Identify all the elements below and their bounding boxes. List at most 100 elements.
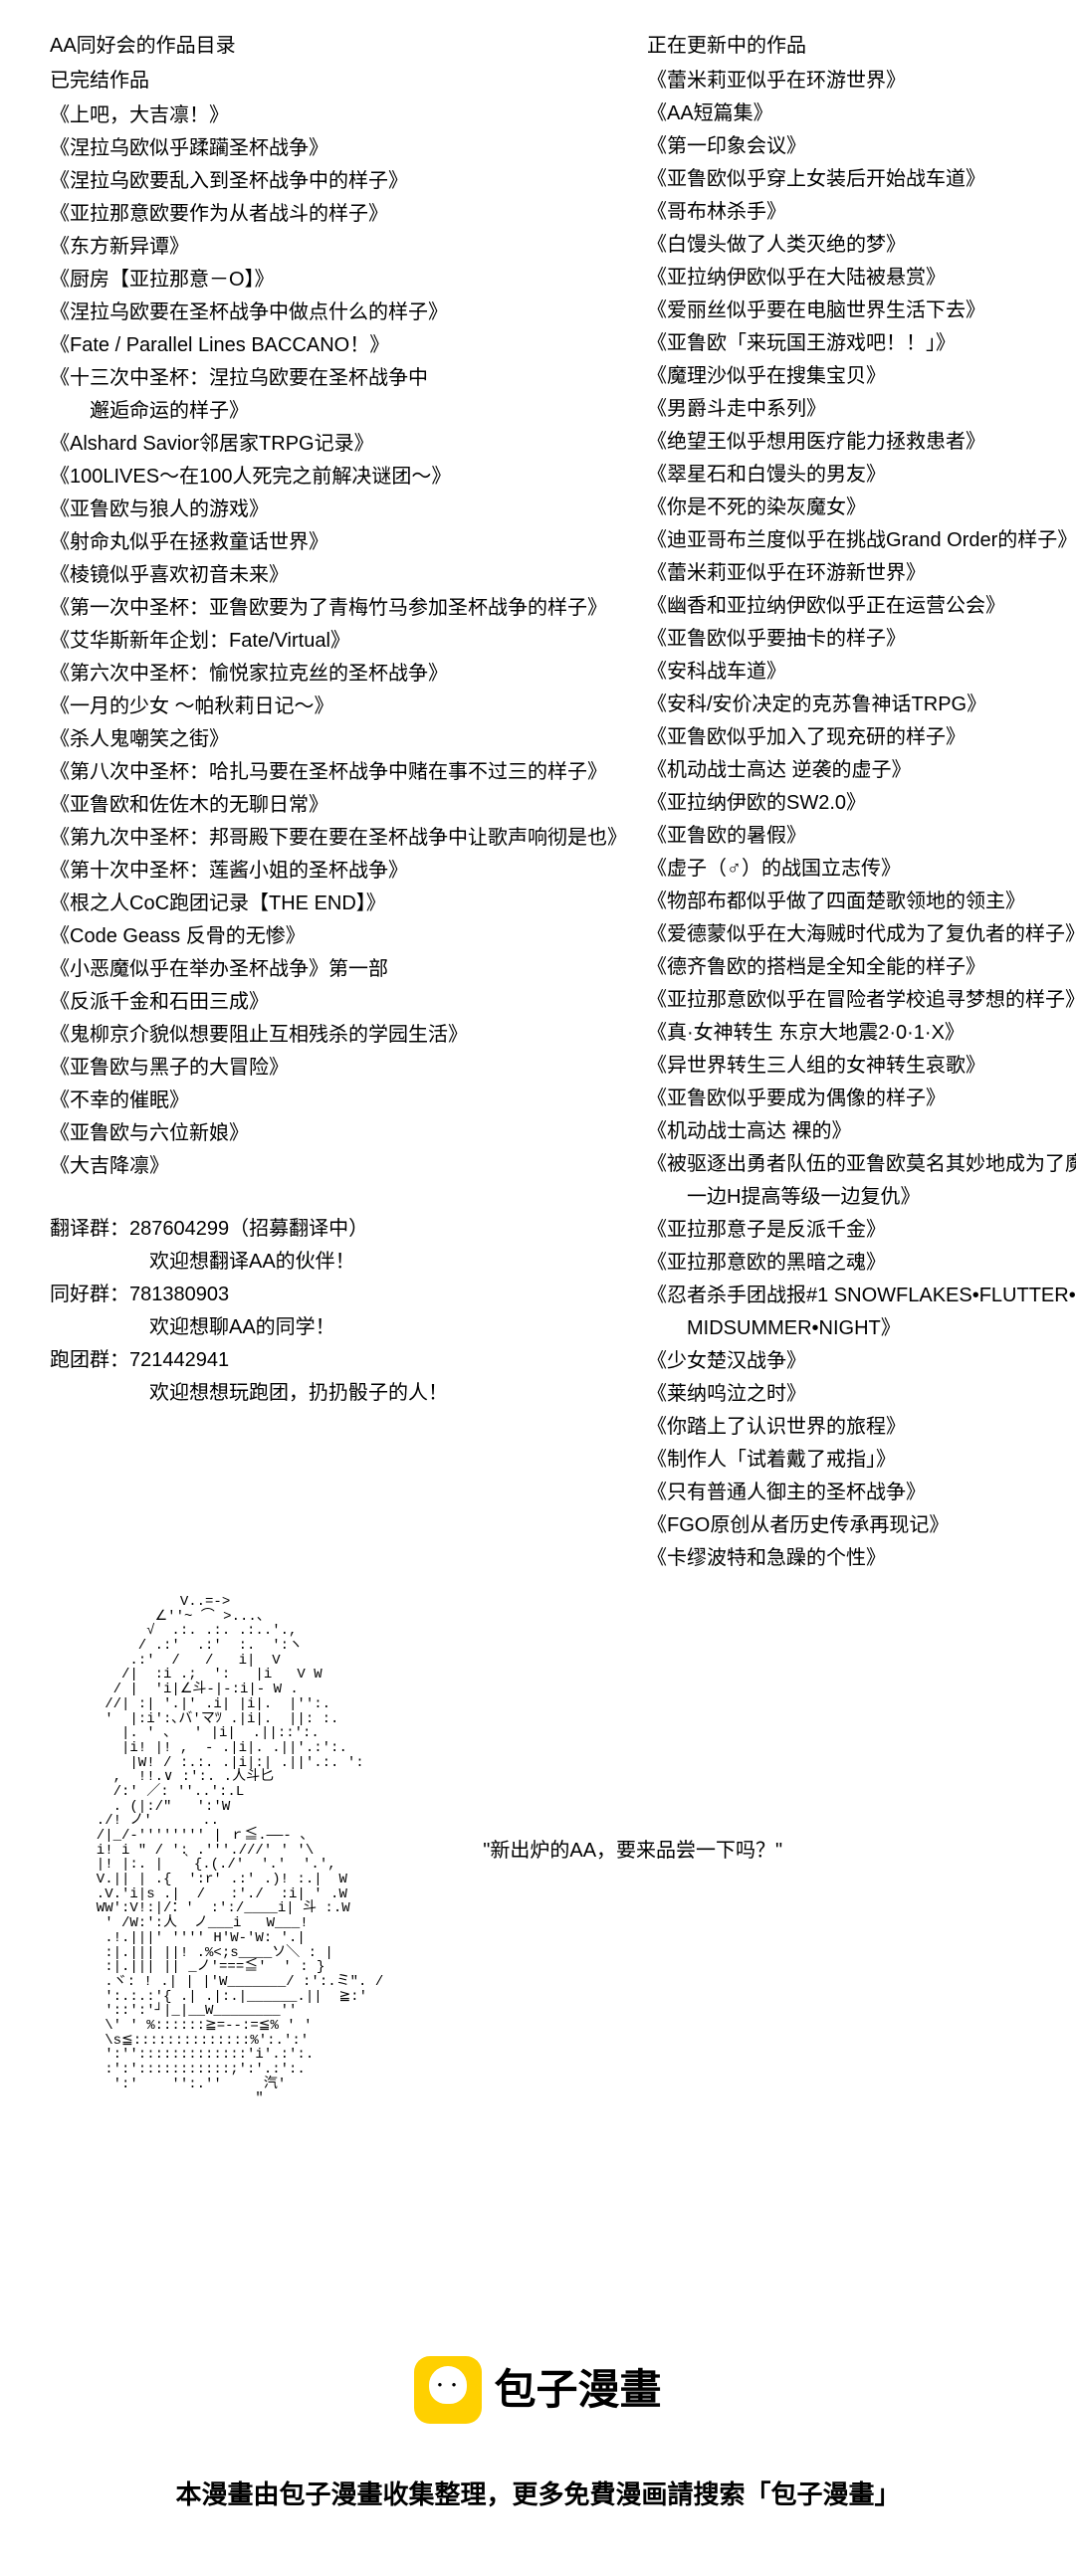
- translate-label: 翻译群：: [50, 1218, 129, 1240]
- work-item: 《亚拉纳伊欧似乎在大陆被悬赏》: [647, 262, 1076, 295]
- work-item: 《忍者杀手团战报#1 SNOWFLAKES•FLUTTER•IN•: [647, 1280, 1076, 1312]
- work-item: 《白馒头做了人类灭绝的梦》: [647, 229, 1076, 262]
- work-item: 《不幸的催眠》: [50, 1085, 627, 1117]
- work-item: 《被驱逐出勇者队伍的亚鲁欧莫名其妙地成为了魔族村村长，: [647, 1148, 1076, 1181]
- work-item: 《安科战车道》: [647, 656, 1076, 689]
- groups-section: 翻译群：287604299（招募翻译中） 欢迎想翻译AA的伙伴！ 同好群：781…: [50, 1213, 627, 1410]
- updating-title: 正在更新中的作品: [647, 30, 1076, 63]
- work-item: 《德齐鲁欧的搭档是全知全能的样子》: [647, 951, 1076, 984]
- work-item: 《涅拉乌欧要在圣杯战争中做点什么的样子》: [50, 297, 627, 329]
- work-item: 《一月的少女 ～帕秋莉日记～》: [50, 691, 627, 723]
- work-item: 《你踏上了认识世界的旅程》: [647, 1411, 1076, 1444]
- work-item: 《机动战士高达 逆袭的虚子》: [647, 754, 1076, 787]
- work-item: 《东方新异谭》: [50, 231, 627, 264]
- fan-group: 同好群：781380903: [50, 1279, 627, 1311]
- translate-group: 翻译群：287604299（招募翻译中）: [50, 1213, 627, 1246]
- work-item: 《上吧，大吉凛！》: [50, 99, 627, 132]
- work-item: 《蕾米莉亚似乎在环游世界》: [647, 65, 1076, 98]
- work-item: 《亚鲁欧与六位新娘》: [50, 1117, 627, 1150]
- work-item: 《第十次中圣杯：莲酱小姐的圣杯战争》: [50, 855, 627, 888]
- work-item: 《第八次中圣杯：哈扎马要在圣杯战争中赌在事不过三的样子》: [50, 756, 627, 789]
- work-item: 一边H提高等级一边复仇》: [647, 1181, 1076, 1214]
- work-item: 《鬼柳京介貌似想要阻止互相残杀的学园生活》: [50, 1019, 627, 1052]
- run-num: 721442941: [129, 1349, 229, 1371]
- work-item: 《亚鲁欧似乎加入了现充研的样子》: [647, 721, 1076, 754]
- translate-sub: 欢迎想翻译AA的伙伴！: [50, 1246, 627, 1279]
- fan-sub: 欢迎想聊AA的同学！: [50, 1311, 627, 1344]
- work-item: 《射命丸似乎在拯救童话世界》: [50, 526, 627, 559]
- work-item: 《制作人「试着戴了戒指」》: [647, 1444, 1076, 1477]
- work-item: 《厨房【亚拉那意－O】》: [50, 264, 627, 297]
- work-item: 《卡缪波特和急躁的个性》: [647, 1542, 1076, 1575]
- footer-text: 本漫畫由包子漫畫收集整理，更多免費漫画請搜索「包子漫畫」: [0, 2474, 1076, 2516]
- work-item: 《亚拉那意子是反派千金》: [647, 1214, 1076, 1247]
- work-item: 《Fate / Parallel Lines BACCANO！》: [50, 329, 627, 362]
- work-item: 邂逅命运的样子》: [50, 395, 627, 428]
- work-item: 《亚拉那意欧的黑暗之魂》: [647, 1247, 1076, 1280]
- work-item: MIDSUMMER•NIGHT》: [647, 1312, 1076, 1345]
- work-item: 《第九次中圣杯：邦哥殿下要在要在圣杯战争中让歌声响彻是也》: [50, 822, 627, 855]
- work-item: 《第一次中圣杯：亚鲁欧要为了青梅竹马参加圣杯战争的样子》: [50, 592, 627, 625]
- work-item: 《亚鲁欧和佐佐木的无聊日常》: [50, 789, 627, 822]
- work-item: 《你是不死的染灰魔女》: [647, 492, 1076, 524]
- work-item: 《亚鲁欧的暑假》: [647, 820, 1076, 853]
- work-item: 《杀人鬼嘲笑之街》: [50, 723, 627, 756]
- work-item: 《幽香和亚拉纳伊欧似乎正在运营公会》: [647, 590, 1076, 623]
- work-item: 《根之人CoC跑团记录【THE END】》: [50, 888, 627, 920]
- left-column: AA同好会的作品目录 已完结作品 《上吧，大吉凛！》《涅拉乌欧似乎蹂躏圣杯战争》…: [50, 30, 627, 1575]
- completed-title: 已完结作品: [50, 65, 627, 98]
- work-item: 《亚拉那意欧似乎在冒险者学校追寻梦想的样子》: [647, 984, 1076, 1017]
- work-item: 《蕾米莉亚似乎在环游新世界》: [647, 557, 1076, 590]
- work-item: 《大吉降凛》: [50, 1150, 627, 1183]
- work-item: 《迪亚哥布兰度似乎在挑战Grand Order的样子》: [647, 524, 1076, 557]
- updating-list: 《蕾米莉亚似乎在环游世界》《AA短篇集》《第一印象会议》《亚鲁欧似乎穿上女装后开…: [647, 65, 1076, 1575]
- work-item: 《Alshard Savior邻居家TRPG记录》: [50, 428, 627, 461]
- logo-row: 包子漫畫: [0, 2355, 1076, 2424]
- work-item: 《虚子（♂）的战国立志传》: [647, 853, 1076, 886]
- work-item: 《FGO原创从者历史传承再现记》: [647, 1509, 1076, 1542]
- work-item: 《棱镜似乎喜欢初音未来》: [50, 559, 627, 592]
- work-item: 《涅拉乌欧要乱入到圣杯战争中的样子》: [50, 165, 627, 198]
- work-item: 《100LIVES～在100人死完之前解决谜团～》: [50, 461, 627, 494]
- run-group: 跑团群：721442941: [50, 1344, 627, 1377]
- work-item: 《AA短篇集》: [647, 98, 1076, 130]
- work-item: 《亚拉纳伊欧的SW2.0》: [647, 787, 1076, 820]
- completed-list: 《上吧，大吉凛！》《涅拉乌欧似乎蹂躏圣杯战争》《涅拉乌欧要乱入到圣杯战争中的样子…: [50, 99, 627, 1183]
- catalog-header: AA同好会的作品目录: [50, 30, 627, 63]
- work-item: 《亚鲁欧与狼人的游戏》: [50, 494, 627, 526]
- run-label: 跑团群：: [50, 1349, 129, 1371]
- work-item: 《男爵斗走中系列》: [647, 393, 1076, 426]
- work-item: 《安科/安价决定的克苏鲁神话TRPG》: [647, 689, 1076, 721]
- work-item: 《绝望王似乎想用医疗能力拯救患者》: [647, 426, 1076, 459]
- work-item: 《亚鲁欧似乎要成为偶像的样子》: [647, 1083, 1076, 1115]
- work-item: 《第六次中圣杯：愉悦家拉克丝的圣杯战争》: [50, 658, 627, 691]
- work-item: 《第一印象会议》: [647, 130, 1076, 163]
- work-item: 《十三次中圣杯：涅拉乌欧要在圣杯战争中: [50, 362, 627, 395]
- right-column: 正在更新中的作品 《蕾米莉亚似乎在环游世界》《AA短篇集》《第一印象会议》《亚鲁…: [647, 30, 1076, 1575]
- work-item: 《真·女神转生 东京大地震2·0·1·X》: [647, 1017, 1076, 1050]
- work-item: 《亚鲁欧似乎穿上女装后开始战车道》: [647, 163, 1076, 196]
- logo-text: 包子漫畫: [494, 2355, 661, 2424]
- work-item: 《异世界转生三人组的女神转生哀歌》: [647, 1050, 1076, 1083]
- work-item: 《翠星石和白馒头的男友》: [647, 459, 1076, 492]
- run-sub: 欢迎想想玩跑团，扔扔骰子的人！: [50, 1377, 627, 1410]
- work-item: 《小恶魔似乎在举办圣杯战争》第一部: [50, 953, 627, 986]
- work-item: 《爱德蒙似乎在大海贼时代成为了复仇者的样子》: [647, 918, 1076, 951]
- fan-label: 同好群：: [50, 1284, 129, 1305]
- main-container: AA同好会的作品目录 已完结作品 《上吧，大吉凛！》《涅拉乌欧似乎蹂躏圣杯战争》…: [0, 0, 1076, 1595]
- quote-text: "新出炉的AA，要来品尝一下吗？": [483, 1835, 782, 1868]
- work-item: 《艾华斯新年企划：Fate/Virtual》: [50, 625, 627, 658]
- work-item: 《物部布都似乎做了四面楚歌领地的领主》: [647, 886, 1076, 918]
- baozi-logo-icon: [414, 2356, 482, 2424]
- work-item: 《机动战士高达 裸的》: [647, 1115, 1076, 1148]
- work-item: 《亚鲁欧似乎要抽卡的样子》: [647, 623, 1076, 656]
- work-item: 《亚拉那意欧要作为从者战斗的样子》: [50, 198, 627, 231]
- work-item: 《反派千金和石田三成》: [50, 986, 627, 1019]
- work-item: 《亚鲁欧「来玩国王游戏吧！！」》: [647, 327, 1076, 360]
- translate-num: 287604299（招募翻译中）: [129, 1218, 368, 1240]
- footer: 包子漫畫 本漫畫由包子漫畫收集整理，更多免費漫画請搜索「包子漫畫」: [0, 2355, 1076, 2576]
- work-item: 《亚鲁欧与黑子的大冒险》: [50, 1052, 627, 1085]
- work-item: 《哥布林杀手》: [647, 196, 1076, 229]
- work-item: 《魔理沙似乎在搜集宝贝》: [647, 360, 1076, 393]
- ascii-art: V..=-> ∠''~ ⌒ >...、 √ .:. .:. .:..'., / …: [80, 1595, 383, 2106]
